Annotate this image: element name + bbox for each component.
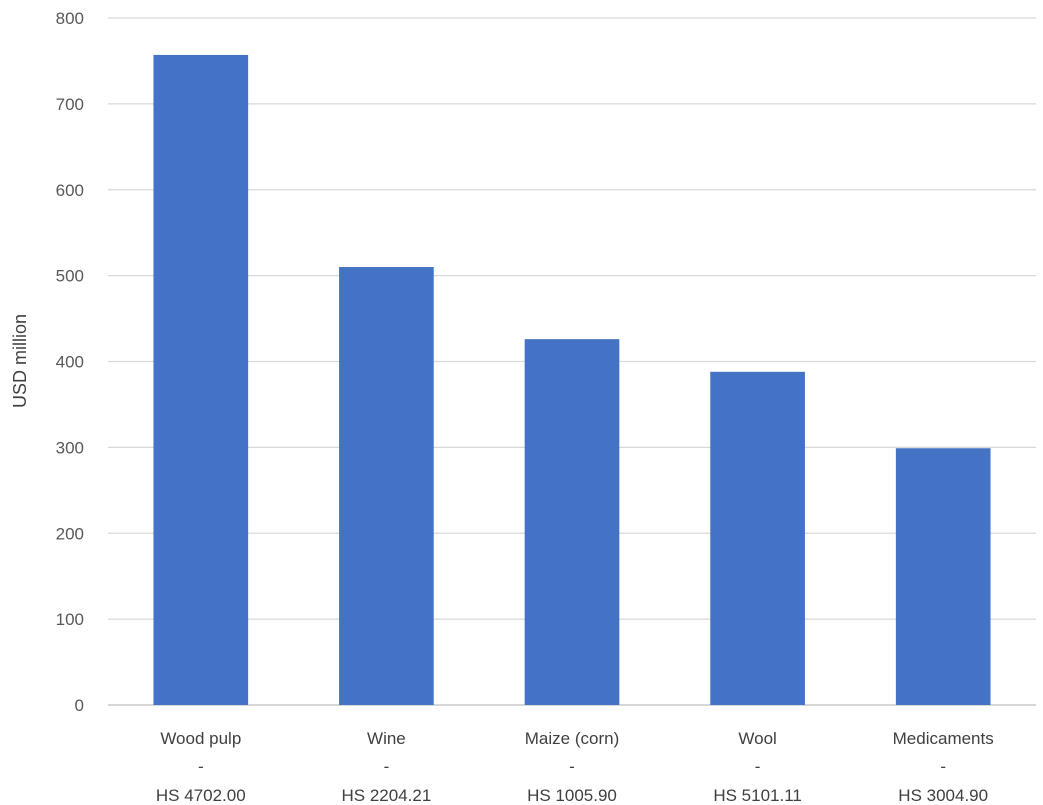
x-tick-label-line: Maize (corn) <box>525 729 619 748</box>
x-tick-label-line: Wood pulp <box>160 729 241 748</box>
x-tick-label-line: - <box>198 757 204 776</box>
x-tick-label-line: Wine <box>367 729 406 748</box>
x-tick-label-line: HS 5101.11 <box>713 786 802 805</box>
bars <box>153 54 991 705</box>
x-tick-label-line: HS 4702.00 <box>156 786 246 805</box>
y-tick-label: 400 <box>56 353 84 372</box>
y-tick-label: 300 <box>56 438 84 457</box>
bar <box>524 339 620 705</box>
y-axis-ticks: 0 100 200 300 400 500 600 700 800 <box>56 9 84 715</box>
bar <box>339 267 434 705</box>
x-tick-label: Wool - HS 5101.11 <box>713 729 802 805</box>
x-tick-label: Medicaments - HS 3004.90 <box>893 729 994 805</box>
bar <box>153 54 249 705</box>
x-tick-label-line: - <box>384 757 390 776</box>
x-tick-label-line: HS 2204.21 <box>342 786 432 805</box>
y-tick-label: 700 <box>56 95 84 114</box>
y-tick-label: 200 <box>56 524 84 543</box>
x-axis-labels: Wood pulp - HS 4702.00 Wine - HS 2204.21 Maize… <box>156 729 994 805</box>
y-tick-label: 800 <box>56 9 84 28</box>
x-tick-label: Maize (corn) - HS 1005.90 <box>525 729 619 805</box>
x-tick-label-line: Wool <box>738 729 776 748</box>
y-tick-label: 600 <box>56 181 84 200</box>
x-tick-label-line: - <box>940 757 946 776</box>
x-tick-label-line: HS 3004.90 <box>898 786 988 805</box>
x-tick-label-line: Medicaments <box>893 729 994 748</box>
y-tick-label: 0 <box>75 696 84 715</box>
x-tick-label-line: HS 1005.90 <box>527 786 617 805</box>
x-tick-label-line: - <box>755 757 761 776</box>
x-tick-label: Wine - HS 2204.21 <box>342 729 432 805</box>
y-tick-label: 100 <box>56 610 84 629</box>
x-tick-label: Wood pulp - HS 4702.00 <box>156 729 246 805</box>
y-axis-title: USD million <box>10 314 30 408</box>
y-tick-label: 500 <box>56 267 84 286</box>
bar <box>895 448 991 705</box>
x-tick-label-line: - <box>569 757 575 776</box>
bar <box>710 371 805 705</box>
